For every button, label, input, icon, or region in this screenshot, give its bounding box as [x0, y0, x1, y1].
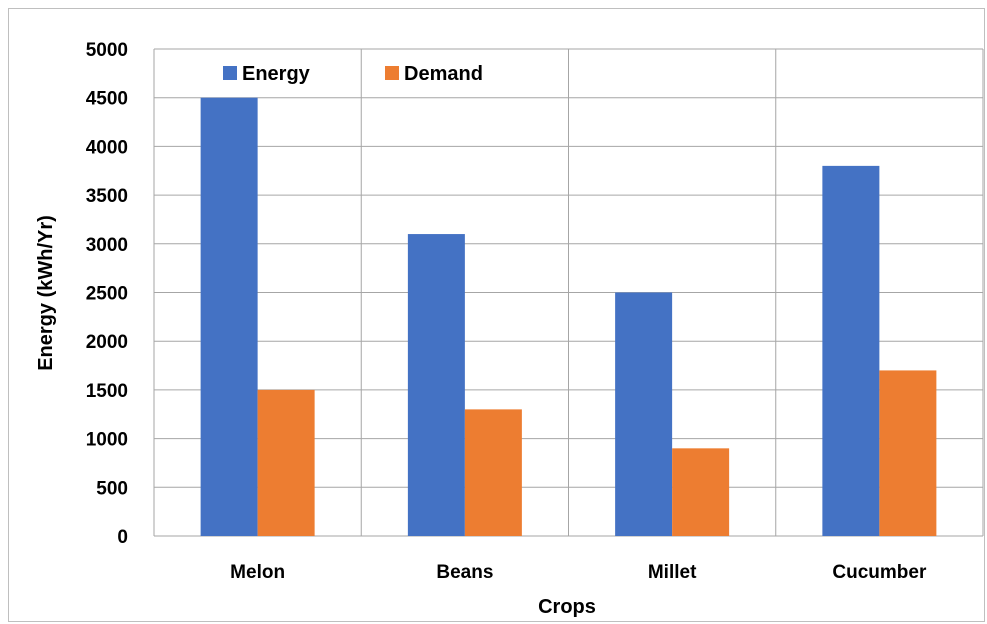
x-tick-label: Melon: [230, 562, 285, 583]
x-tick-label: Beans: [436, 562, 493, 583]
bar-demand-melon: [257, 389, 315, 536]
y-tick-label: 4000: [86, 137, 128, 158]
x-axis-title: Crops: [538, 596, 596, 618]
x-tick-label: Cucumber: [832, 562, 927, 583]
legend: Energy Demand: [223, 63, 483, 85]
bars: [200, 97, 937, 536]
y-tick-label: 2500: [86, 284, 128, 305]
y-tick-label: 500: [96, 478, 128, 499]
legend-swatch-demand: [385, 66, 399, 80]
y-tick-label: 5000: [86, 40, 128, 61]
y-tick-label: 3500: [86, 186, 128, 207]
y-tick-label: 1000: [86, 430, 128, 451]
bar-demand-beans: [464, 409, 522, 536]
legend-swatch-energy: [223, 66, 237, 80]
y-tick-label: 1500: [86, 381, 128, 402]
bar-energy-beans: [407, 234, 465, 536]
bar-energy-melon: [200, 97, 258, 536]
y-tick-label: 3000: [86, 235, 128, 256]
y-tick-label: 0: [117, 527, 128, 548]
y-tick-label: 4500: [86, 89, 128, 110]
y-axis-title: Energy (kWh/Yr): [35, 215, 57, 371]
y-tick-labels: 0 500 1000 1500 2000 2500 3000 3500 4000 4500 5000: [86, 40, 128, 548]
legend-label-demand: Demand: [404, 63, 483, 85]
bar-energy-millet: [615, 292, 673, 536]
bar-energy-cucumber: [822, 165, 880, 536]
y-tick-label: 2000: [86, 332, 128, 353]
bar-demand-cucumber: [879, 370, 937, 536]
legend-label-energy: Energy: [242, 63, 311, 85]
x-tick-labels: Melon Beans Millet Cucumber: [230, 562, 927, 583]
bar-demand-millet: [672, 448, 730, 536]
x-tick-label: Millet: [648, 562, 697, 583]
